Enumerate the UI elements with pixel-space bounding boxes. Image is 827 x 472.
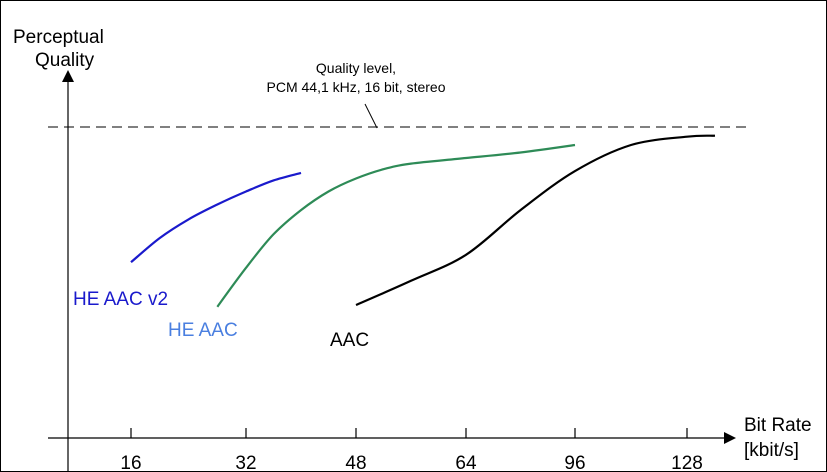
x-tick-label: 48: [345, 453, 366, 472]
series-label-he-aac-v2: HE AAC v2: [73, 289, 168, 310]
x-tick-label: 32: [235, 453, 256, 472]
series-line-aac: [355, 134, 716, 307]
y-axis-label-line2: Quality: [35, 50, 95, 71]
x-tick-label: 16: [120, 453, 141, 472]
x-tick-label: 128: [671, 453, 703, 472]
y-axis-label-line1: Perceptual: [13, 27, 104, 48]
x-axis-label-line1: Bit Rate: [744, 415, 812, 436]
x-tick-label: 96: [564, 453, 585, 472]
x-axis-label-line2: [kbit/s]: [744, 440, 799, 461]
x-tick-label: 64: [455, 453, 477, 472]
series-label-aac: AAC: [330, 330, 369, 351]
reference-label-line1: Quality level,: [316, 60, 396, 76]
series-line-he-aac: [216, 143, 576, 308]
series-label-he-aac: HE AAC: [168, 320, 238, 341]
reference-pointer: [364, 103, 378, 129]
series-line-he-aac-v2: [130, 171, 302, 264]
reference-label-line2: PCM 44,1 kHz, 16 bit, stereo: [267, 79, 446, 95]
